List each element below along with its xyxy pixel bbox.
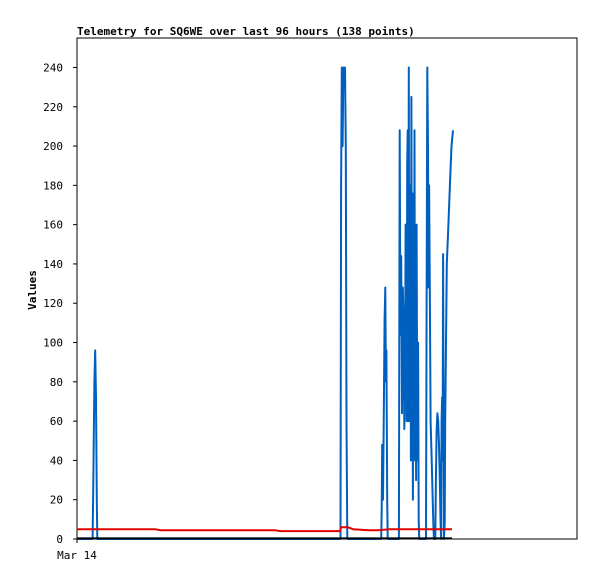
y-tick-label: 100 — [43, 337, 63, 350]
series-line-1 — [77, 66, 454, 540]
y-tick-label: 120 — [43, 297, 63, 310]
y-tick-label: 220 — [43, 101, 63, 114]
chart-title: Telemetry for SQ6WE over last 96 hours (… — [77, 25, 415, 38]
series-group — [77, 66, 454, 540]
y-tick-label: 160 — [43, 219, 63, 232]
y-tick-label: 60 — [50, 415, 63, 428]
y-tick-label: 180 — [43, 179, 63, 192]
x-tick-label: Mar 14 — [57, 549, 97, 562]
y-tick-label: 200 — [43, 140, 63, 153]
y-axis: 0 20 40 60 80 100 120 140 160 180 200 220 240 — [43, 61, 77, 546]
series-line-2 — [77, 526, 452, 533]
x-axis: Mar 14 — [57, 539, 97, 562]
y-tick-label: 80 — [50, 376, 63, 389]
y-tick-label: 0 — [56, 533, 63, 546]
plot-area-frame — [76, 37, 578, 540]
y-tick-label: 20 — [50, 494, 63, 507]
y-axis-label: Values — [26, 270, 39, 310]
y-tick-label: 240 — [43, 61, 63, 74]
y-tick-label: 40 — [50, 454, 63, 467]
y-tick-label: 140 — [43, 258, 63, 271]
